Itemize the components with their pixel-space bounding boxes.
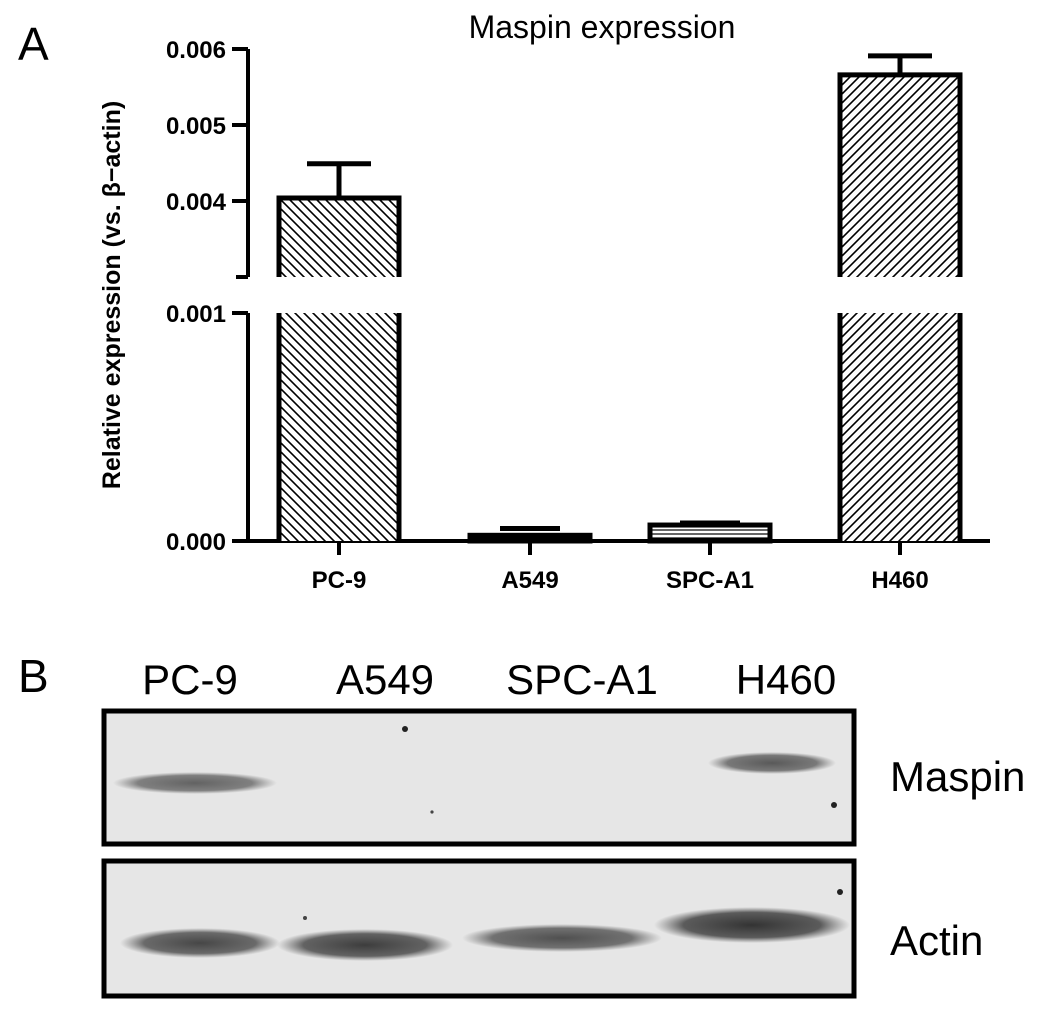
lane-label-a549: A549 xyxy=(336,656,434,703)
actin-band-a549 xyxy=(277,929,453,961)
bar-h460 xyxy=(837,53,963,541)
bar-lower-segment xyxy=(840,313,960,541)
x-tick-label: A549 xyxy=(501,567,558,594)
lane-label-spca1: SPC-A1 xyxy=(506,656,658,703)
maspin-band-pc9 xyxy=(113,772,277,794)
bar-a549 xyxy=(467,525,593,544)
x-tick-label: PC-9 xyxy=(312,567,367,594)
chart-title: Maspin expression xyxy=(469,9,736,45)
y-tick-label: 0.004 xyxy=(166,189,227,216)
blot-speck xyxy=(831,802,837,808)
actin-band-spca1 xyxy=(462,924,662,952)
bar-rect xyxy=(467,532,593,544)
panel-a-letter: A xyxy=(18,18,49,70)
bar-upper-segment xyxy=(279,197,399,277)
bar-lower-segment xyxy=(279,313,399,541)
maspin-band-h460 xyxy=(708,752,836,774)
y-tick-label: 0.001 xyxy=(166,301,226,328)
maspin-blot-label: Maspin xyxy=(890,753,1025,800)
actin-blot-frame xyxy=(101,858,857,999)
bar-spca1 xyxy=(647,520,773,544)
lane-label-pc9: PC-9 xyxy=(142,656,238,703)
x-tick-label: H460 xyxy=(871,567,928,594)
actin-blot xyxy=(101,858,857,999)
actin-band-pc9 xyxy=(120,928,280,958)
y-tick-label: 0.000 xyxy=(166,529,226,556)
blot-speck xyxy=(303,916,307,920)
chart-y-ticks: 0.000 0.001 0.004 0.005 0.006 xyxy=(166,37,248,556)
blot-speck xyxy=(837,889,843,895)
blot-speck xyxy=(402,726,408,732)
bar-upper-segment xyxy=(840,74,960,277)
lane-label-h460: H460 xyxy=(736,656,836,703)
y-tick-label: 0.006 xyxy=(166,37,226,64)
maspin-blot xyxy=(101,708,857,847)
blot-speck xyxy=(430,810,434,814)
chart-bars xyxy=(276,53,963,544)
actin-blot-label: Actin xyxy=(890,917,983,964)
x-tick-label: SPC-A1 xyxy=(666,567,754,594)
chart-x-ticks: PC-9 A549 SPC-A1 H460 xyxy=(312,541,929,594)
y-axis-label: Relative expression (vs. β−actin) xyxy=(98,101,126,489)
panel-b-letter: B xyxy=(18,650,49,702)
actin-band-h460 xyxy=(654,907,850,943)
y-tick-label: 0.005 xyxy=(166,113,226,140)
bar-pc9 xyxy=(276,161,402,541)
bar-rect xyxy=(647,522,773,544)
